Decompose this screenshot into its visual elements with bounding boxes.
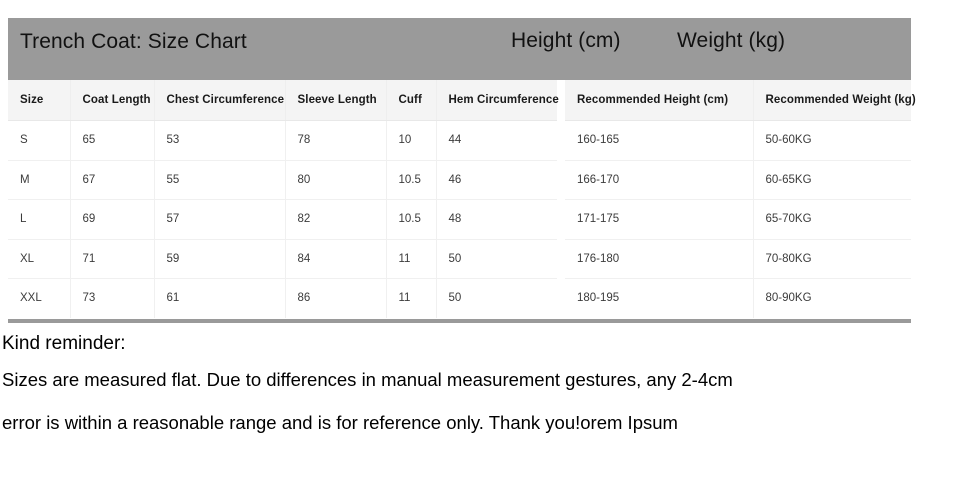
cell-coat: 69 [70,199,155,240]
banner-weight-label: Weight (kg) [677,29,786,52]
cell-recommended-weight: 65-70KG [753,199,911,240]
cell-cuff: 11 [386,239,437,279]
cell-hem: 44 [436,120,557,161]
cell-chest: 55 [154,160,286,200]
reminder-line-1: Sizes are measured flat. Due to differen… [2,369,733,390]
cell-recommended-height: 176-180 [565,239,754,279]
column-header-chest-circumference: Chest Circumference [154,80,286,121]
cell-sleeve: 80 [285,160,387,200]
chart-title: Trench Coat: Size Chart [20,30,247,53]
table-row: L 69 57 82 10.5 48 [8,199,557,240]
cell-size: L [8,199,71,240]
cell-chest: 61 [154,278,286,318]
table-row: 171-175 65-70KG [565,199,911,240]
cell-coat: 67 [70,160,155,200]
column-header-recommended-weight: Recommended Weight (kg) [753,80,916,121]
cell-cuff: 10 [386,120,437,161]
cell-recommended-height: 166-170 [565,160,754,200]
table-header-row: Size Coat Length Chest Circumference Sle… [8,80,559,121]
reminder-line-2: error is within a reasonable range and i… [2,412,678,433]
column-header-size: Size [8,80,71,121]
recommendations-table: Recommended Height (cm) Recommended Weig… [565,80,916,318]
column-header-recommended-height: Recommended Height (cm) [565,80,754,121]
cell-chest: 59 [154,239,286,279]
column-header-hem-circumference: Hem Circumference [436,80,559,121]
cell-cuff: 10.5 [386,199,437,240]
cell-sleeve: 78 [285,120,387,161]
cell-recommended-weight: 70-80KG [753,239,911,279]
cell-size: XL [8,239,71,279]
cell-size: S [8,120,71,161]
reminder-heading: Kind reminder: [2,333,126,354]
cell-sleeve: 86 [285,278,387,318]
cell-recommended-height: 171-175 [565,199,754,240]
column-header-coat-length: Coat Length [70,80,155,121]
cell-recommended-height: 180-195 [565,278,754,318]
table-row: 176-180 70-80KG [565,239,911,279]
banner-height-label: Height (cm) [511,29,621,52]
table-row: XL 71 59 84 11 50 [8,239,557,279]
cell-size: XXL [8,278,71,318]
column-header-cuff: Cuff [386,80,437,121]
table-row: XXL 73 61 86 11 50 [8,278,557,318]
cell-recommended-weight: 50-60KG [753,120,911,161]
table-row: 166-170 60-65KG [565,160,911,200]
cell-coat: 71 [70,239,155,279]
cell-hem: 50 [448,292,462,305]
cell-hem: 50 [436,239,557,279]
cell-coat: 73 [70,278,155,318]
table-row: S 65 53 78 10 44 [8,120,557,161]
column-header-sleeve-length: Sleeve Length [285,80,387,121]
cell-hem: 46 [436,160,557,200]
cell-sleeve: 82 [285,199,387,240]
table-row: 180-195 80-90KG [565,278,911,318]
cell-cuff: 10.5 [386,160,437,200]
cell-cuff: 11 [386,278,437,318]
cell-recommended-weight: 60-65KG [753,160,911,200]
reminder-block: Kind reminder: Sizes are measured flat. … [2,332,968,435]
cell-chest: 57 [154,199,286,240]
cell-size: M [8,160,71,200]
cell-coat: 65 [70,120,155,161]
table-row: M 67 55 80 10.5 46 [8,160,557,200]
cell-recommended-weight: 80-90KG [765,292,812,305]
table-bottom-rule [8,319,911,323]
table-row: 160-165 50-60KG [565,120,911,161]
size-tables: Size Coat Length Chest Circumference Sle… [8,80,916,319]
cell-hem: 48 [436,199,557,240]
table-header-row: Recommended Height (cm) Recommended Weig… [565,80,916,121]
cell-sleeve: 84 [285,239,387,279]
cell-chest: 53 [154,120,286,161]
cell-recommended-height: 160-165 [565,120,754,161]
chart-banner: Trench Coat: Size Chart Height (cm) Weig… [8,18,911,80]
measurements-table: Size Coat Length Chest Circumference Sle… [8,80,559,318]
